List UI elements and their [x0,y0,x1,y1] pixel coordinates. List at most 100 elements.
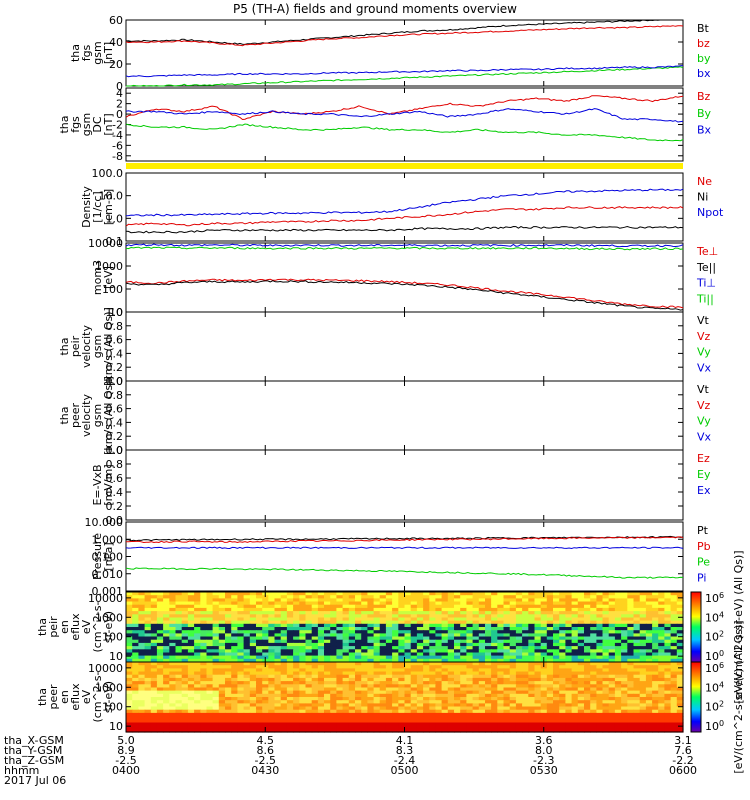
heatmap-cell [472,665,480,669]
heatmap-cell [280,665,288,669]
heatmap-cell [429,607,437,612]
heatmap-cell [478,671,486,676]
heatmap-cell [206,627,214,631]
heatmap-cell [398,712,406,717]
heatmap-cell [342,607,350,612]
heatmap-cell [503,690,511,695]
heatmap-cell [540,709,548,714]
heatmap-cell [509,630,517,634]
heatmap-cell [293,712,300,717]
heatmap-cell [249,712,257,717]
heatmap-cell [590,649,597,654]
heatmap-cell [156,630,164,634]
heatmap-cell [367,728,375,733]
heatmap-cell [404,684,412,689]
heatmap-cell [163,725,170,730]
heatmap-cell [614,655,622,660]
y-tick-label: 0.2 [106,430,124,443]
heatmap-cell [571,687,579,692]
heatmap-cell [317,642,325,647]
legend-Vt: Vt [697,314,710,327]
heatmap-cell [268,617,276,622]
heatmap-cell [150,646,158,650]
heatmap-cell [404,687,412,692]
heatmap-cell [466,627,474,631]
heatmap-cell [454,671,461,676]
heatmap-cell [528,671,536,676]
heatmap-cell [546,709,554,714]
heatmap-cell [466,658,474,663]
heatmap-cell [138,697,146,701]
heatmap-cell [534,719,542,724]
heatmap-cell [584,719,591,724]
heatmap-cell [299,649,307,654]
heatmap-cell [187,630,195,634]
heatmap-cell [509,627,517,631]
y-axis-label: [cm-3] [102,189,115,225]
heatmap-cell [175,598,183,603]
heatmap-cell [596,633,604,638]
heatmap-cell [602,604,610,609]
heatmap-cell [404,592,412,596]
heatmap-cell [237,716,245,720]
heatmap-cell [385,728,393,733]
heatmap-cell [181,623,189,628]
heatmap-cell [429,668,437,673]
heatmap-cell [361,617,368,622]
heatmap-cell [621,598,628,603]
heatmap-cell [256,693,263,698]
y-tick-label: 1.0 [106,212,124,225]
heatmap-cell [571,620,579,625]
heatmap-cell [546,627,554,631]
heatmap-cell [429,601,437,606]
heatmap-cell [187,633,195,638]
heatmap-cell [416,617,424,622]
heatmap-cell [392,665,399,669]
heatmap-cell [206,684,214,689]
heatmap-cell [274,630,282,634]
heatmap-cell [503,655,511,660]
heatmap-cell [330,668,337,673]
heatmap-cell [348,633,356,638]
heatmap-cell [410,703,418,708]
heatmap-cell [435,636,443,641]
heatmap-cell [324,725,331,730]
heatmap-cell [621,611,628,615]
heatmap-cell [608,677,616,682]
heatmap-cell [435,671,443,676]
heatmap-cell [342,630,350,634]
heatmap-cell [608,693,616,698]
heatmap-cell [218,630,226,634]
heatmap-cell [132,725,139,730]
heatmap-cell [429,703,437,708]
heatmap-cell [156,709,164,714]
heatmap-cell [621,617,628,622]
heatmap-cell [144,595,152,599]
heatmap-cell [584,633,591,638]
heatmap-cell [169,604,177,609]
heatmap-cell [515,716,523,720]
heatmap-cell [280,601,288,606]
heatmap-cell [274,633,282,638]
heatmap-cell [466,642,474,647]
heatmap-cell [522,649,529,654]
heatmap-cell [311,611,319,615]
heatmap-cell [429,700,437,704]
heatmap-cell [181,617,189,622]
heatmap-cell [373,604,381,609]
x-tick-label: -2.3 [533,754,554,767]
heatmap-cell [633,633,641,638]
heatmap-cell [614,633,622,638]
heatmap-cell [317,665,325,669]
y-axis-label: [nT] [102,42,115,64]
heatmap-cell [404,649,412,654]
heatmap-cell [553,620,560,625]
heatmap-cell [132,639,139,644]
heatmap-cell [614,697,622,701]
heatmap-cell [385,598,393,603]
heatmap-cell [286,712,294,717]
heatmap-cell [348,646,356,650]
heatmap-cell [546,614,554,619]
heatmap-cell [268,703,276,708]
heatmap-cell [584,684,591,689]
